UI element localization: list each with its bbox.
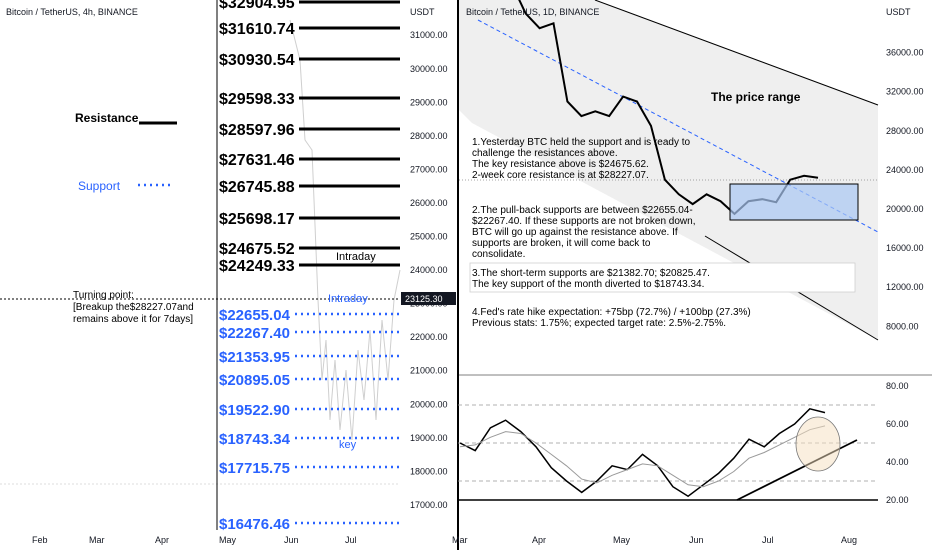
note-1-line-1: 1.Yesterday BTC held the support and is … xyxy=(472,137,691,148)
left-x-tick-3: May xyxy=(219,535,237,545)
oscillator-y-tick-0: 20.00 xyxy=(886,495,909,505)
left-y-tick-10: 27000.00 xyxy=(410,164,448,174)
right-x-tick-3: Jun xyxy=(689,535,704,545)
left-y-tick-8: 25000.00 xyxy=(410,232,448,242)
left-y-tick-13: 30000.00 xyxy=(410,64,448,74)
resistance-level-0: $32904.95 xyxy=(219,0,295,12)
resistance-level-7: $25698.17 xyxy=(219,211,295,228)
note-3-line-1: 3.The short-term supports are $21382.70;… xyxy=(472,268,710,279)
right-y-tick-5: 28000.00 xyxy=(886,126,924,136)
support-level-1: $22267.40 xyxy=(219,325,290,342)
left-x-tick-1: Mar xyxy=(89,535,105,545)
label-intraday-blue: Intraday xyxy=(328,293,368,305)
oscillator-highlight-circle xyxy=(795,416,841,472)
support-level-3: $20895.05 xyxy=(219,372,290,389)
note-2-line-5: consolidate. xyxy=(472,249,525,260)
support-level-0: $22655.04 xyxy=(219,307,291,324)
left-axis-unit: USDT xyxy=(410,7,435,17)
oscillator-series-0 xyxy=(459,407,826,498)
right-y-tick-3: 20000.00 xyxy=(886,204,924,214)
oscillator-series-1 xyxy=(459,425,826,488)
left-price-badge-text: 23125.30 xyxy=(405,294,443,304)
resistance-level-6: $26745.88 xyxy=(219,179,295,196)
note-1-line-2: challenge the resistances above. xyxy=(472,148,618,159)
left-y-tick-11: 28000.00 xyxy=(410,131,448,141)
legend-resistance: Resistance xyxy=(75,111,139,125)
right-y-tick-2: 16000.00 xyxy=(886,243,924,253)
support-level-5: $18743.34 xyxy=(219,431,291,448)
resistance-level-2: $30930.54 xyxy=(219,52,295,69)
support-level-6: $17715.75 xyxy=(219,460,290,477)
right-chart-title: Bitcoin / TetherUS, 1D, BINANCE xyxy=(466,7,599,17)
right-x-tick-2: May xyxy=(613,535,631,545)
right-y-tick-6: 32000.00 xyxy=(886,87,924,97)
note-2-line-3: BTC will go up against the resistance ab… xyxy=(472,227,678,238)
resistance-level-8: $24675.52 xyxy=(219,241,295,258)
note-2-line-2: $22267.40. If these supports are not bro… xyxy=(472,216,696,227)
legend-support: Support xyxy=(78,179,121,193)
left-y-tick-14: 31000.00 xyxy=(410,30,448,40)
right-x-tick-1: Apr xyxy=(532,535,546,545)
right-x-tick-0: Mar xyxy=(452,535,468,545)
note-4-line-2: Previous stats: 1.75%; expected target r… xyxy=(472,318,726,329)
note-3-line-2: The key support of the month diverted to… xyxy=(472,279,704,290)
resistance-level-5: $27631.46 xyxy=(219,152,295,169)
left-price-line xyxy=(289,19,401,441)
left-y-tick-1: 18000.00 xyxy=(410,466,448,476)
oscillator-y-tick-3: 80.00 xyxy=(886,381,909,391)
left-chart-title: Bitcoin / TetherUS, 4h, BINANCE xyxy=(6,7,138,17)
right-x-tick-5: Aug xyxy=(841,535,857,545)
left-x-tick-2: Apr xyxy=(155,535,169,545)
left-y-tick-2: 19000.00 xyxy=(410,433,448,443)
turning-point-line-2: [Breakup the$28227.07and xyxy=(73,302,194,313)
support-level-2: $21353.95 xyxy=(219,349,290,366)
right-y-tick-0: 8000.00 xyxy=(886,321,919,331)
left-chart-4h: $32904.95 $31610.74 $30930.54 $29598.33 $285… xyxy=(0,0,456,545)
left-x-tick-5: Jul xyxy=(345,535,357,545)
right-axis-unit: USDT xyxy=(886,7,911,17)
right-y-tick-4: 24000.00 xyxy=(886,165,924,175)
label-intraday-black: Intraday xyxy=(336,251,376,263)
left-y-tick-4: 21000.00 xyxy=(410,366,448,376)
resistance-level-4: $28597.96 xyxy=(219,122,295,139)
price-range-box xyxy=(729,183,859,221)
left-x-tick-0: Feb xyxy=(32,535,48,545)
right-x-tick-4: Jul xyxy=(762,535,774,545)
left-x-tick-4: Jun xyxy=(284,535,299,545)
left-y-tick-5: 22000.00 xyxy=(410,332,448,342)
channel-upper-line xyxy=(594,0,879,106)
left-y-tick-7: 24000.00 xyxy=(410,265,448,275)
note-4-line-1: 4.Fed's rate hike expectation: +75bp (72… xyxy=(472,307,751,318)
right-y-tick-7: 36000.00 xyxy=(886,48,924,58)
resistance-level-3: $29598.33 xyxy=(219,91,295,108)
note-3-box xyxy=(469,262,856,293)
right-y-tick-1: 12000.00 xyxy=(886,282,924,292)
note-1-line-4: 2-week core resistance is at $28227.07. xyxy=(472,170,649,181)
resistance-level-9: $24249.33 xyxy=(219,258,295,275)
left-y-tick-0: 17000.00 xyxy=(410,500,448,510)
turning-point-line-1: Turning point: xyxy=(73,290,134,301)
support-level-7: $16476.46 xyxy=(219,516,290,533)
right-chart-1d: 8000.00 12000.00 16000.00 20000.00 24000.00 2… xyxy=(452,0,932,545)
support-level-4: $19522.90 xyxy=(219,402,290,419)
price-range-label: The price range xyxy=(711,90,801,104)
left-y-tick-12: 29000.00 xyxy=(410,97,448,107)
resistance-level-1: $31610.74 xyxy=(219,21,295,38)
label-key: key xyxy=(339,439,357,451)
left-y-tick-3: 20000.00 xyxy=(410,399,448,409)
oscillator-y-tick-2: 60.00 xyxy=(886,419,909,429)
note-2-line-4: supports are broken, it will come back t… xyxy=(472,238,651,249)
note-1-line-3: The key resistance above is $24675.62. xyxy=(472,159,649,170)
turning-point-line-3: remains above it for 7days] xyxy=(73,314,193,325)
channel-mid-line xyxy=(477,19,879,233)
left-y-tick-9: 26000.00 xyxy=(410,198,448,208)
left-price-badge xyxy=(401,292,456,305)
note-2-line-1: 2.The pull-back supports are between $22… xyxy=(472,205,693,216)
oscillator-y-tick-1: 40.00 xyxy=(886,457,909,467)
